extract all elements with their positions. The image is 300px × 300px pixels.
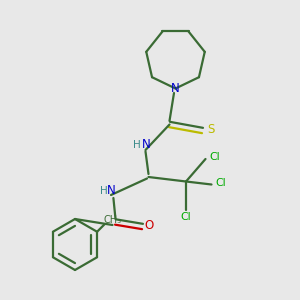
Text: H: H xyxy=(133,140,141,150)
Text: Cl: Cl xyxy=(216,178,226,188)
Text: H: H xyxy=(100,185,107,196)
Text: N: N xyxy=(142,138,151,151)
Text: CH₃: CH₃ xyxy=(103,215,121,225)
Text: S: S xyxy=(207,123,214,136)
Text: Cl: Cl xyxy=(210,152,220,163)
Text: Cl: Cl xyxy=(181,212,191,222)
Text: N: N xyxy=(107,184,116,197)
Text: O: O xyxy=(145,219,154,232)
Text: N: N xyxy=(171,82,180,95)
